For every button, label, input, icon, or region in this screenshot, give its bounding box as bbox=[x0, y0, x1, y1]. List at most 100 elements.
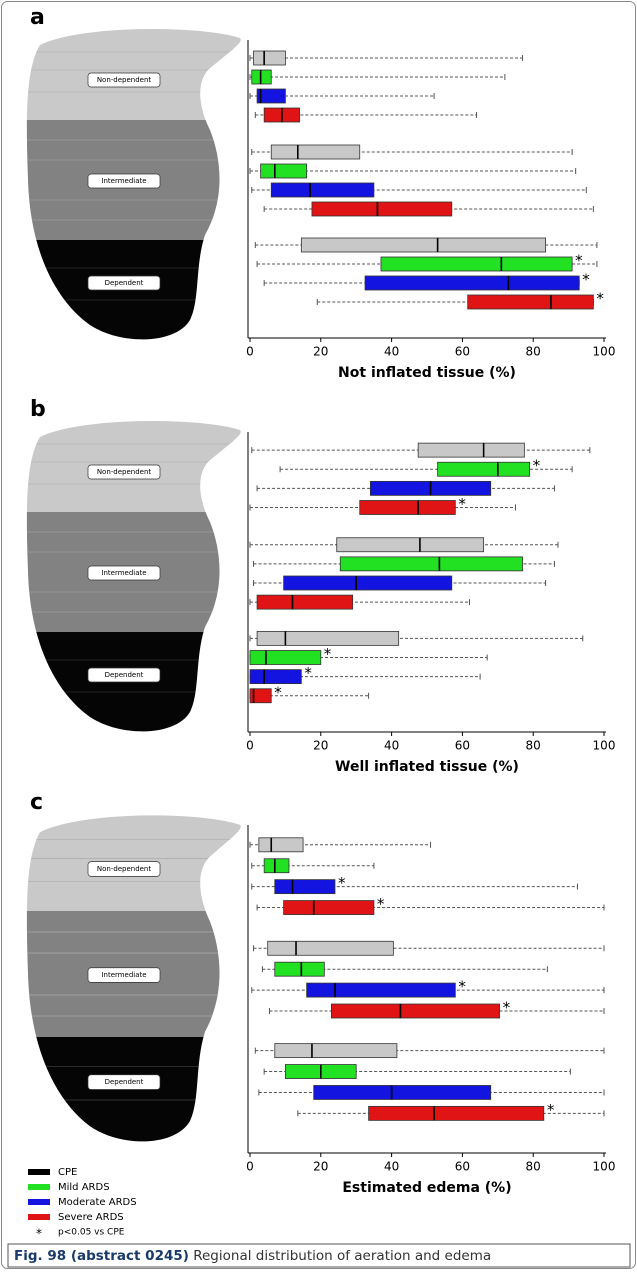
region-tag bbox=[87, 72, 161, 88]
box bbox=[368, 1105, 545, 1121]
panel-label: b bbox=[30, 397, 46, 422]
box bbox=[283, 900, 375, 915]
box bbox=[313, 1085, 492, 1100]
x-tick-label: 80 bbox=[526, 739, 541, 753]
sig-marker: * bbox=[324, 645, 332, 663]
x-tick-label: 60 bbox=[455, 1160, 470, 1174]
box bbox=[300, 237, 546, 253]
panel-label: c bbox=[30, 790, 43, 815]
box bbox=[283, 575, 453, 591]
box bbox=[336, 537, 485, 553]
legend-swatch bbox=[28, 1214, 50, 1220]
box bbox=[437, 461, 531, 477]
x-tick-label: 20 bbox=[313, 1160, 328, 1174]
lung-band bbox=[26, 632, 241, 732]
lung: Non-dependent Intermediate Dependent bbox=[26, 815, 241, 1142]
x-tick-label: 100 bbox=[593, 739, 616, 753]
box bbox=[380, 256, 573, 272]
legend-label: Severe ARDS bbox=[58, 1212, 124, 1223]
region-label: Dependent bbox=[105, 279, 144, 287]
box bbox=[260, 163, 308, 179]
box bbox=[256, 88, 286, 104]
sig-marker: * bbox=[547, 1101, 555, 1119]
box bbox=[274, 961, 325, 977]
region-tag bbox=[87, 565, 161, 581]
box bbox=[270, 182, 375, 198]
box bbox=[249, 688, 272, 704]
legend-label: CPE bbox=[58, 1167, 77, 1178]
panel-label: a bbox=[30, 5, 45, 30]
box bbox=[274, 879, 336, 895]
legend-label: p<0.05 vs CPE bbox=[58, 1228, 125, 1238]
lung-band bbox=[26, 1037, 241, 1142]
lung: Non-dependent Intermediate Dependent bbox=[26, 28, 241, 340]
region-label: Dependent bbox=[105, 671, 144, 679]
caption: Fig. 98 (abstract 0245) Regional distrib… bbox=[14, 1248, 491, 1264]
sig-marker: * bbox=[274, 683, 282, 701]
region-label: Non-dependent bbox=[97, 76, 152, 84]
caption-label: Fig. 98 (abstract 0245) bbox=[14, 1248, 189, 1264]
region-tag bbox=[87, 861, 161, 877]
box bbox=[249, 669, 302, 685]
x-tick-label: 0 bbox=[246, 345, 254, 359]
box bbox=[253, 50, 286, 66]
x-tick-label: 40 bbox=[384, 345, 399, 359]
sig-marker: * bbox=[338, 874, 346, 892]
x-tick-label: 60 bbox=[455, 345, 470, 359]
legend-swatch bbox=[28, 1169, 50, 1175]
sig-marker: * bbox=[304, 664, 312, 682]
box bbox=[306, 982, 456, 998]
sig-marker: * bbox=[503, 999, 511, 1017]
box bbox=[417, 442, 525, 458]
sig-marker: * bbox=[582, 271, 590, 289]
caption-text: Regional distribution of aeration and ed… bbox=[189, 1248, 491, 1264]
x-tick-label: 0 bbox=[246, 739, 254, 753]
legend-marker: * bbox=[36, 1227, 42, 1241]
sig-marker: * bbox=[575, 252, 583, 270]
box bbox=[311, 201, 453, 217]
box bbox=[263, 858, 290, 874]
x-tick-label: 80 bbox=[526, 345, 541, 359]
x-axis-label: Estimated edema (%) bbox=[342, 1180, 511, 1196]
x-tick-label: 80 bbox=[526, 1160, 541, 1174]
region-tag bbox=[87, 667, 161, 683]
box bbox=[256, 630, 400, 646]
box bbox=[270, 144, 361, 160]
box bbox=[258, 837, 304, 853]
sig-marker: * bbox=[377, 895, 385, 913]
x-axis-label: Not inflated tissue (%) bbox=[338, 365, 516, 381]
region-label: Intermediate bbox=[101, 970, 147, 979]
box bbox=[256, 594, 354, 610]
region-label: Non-dependent bbox=[97, 864, 151, 873]
x-tick-label: 40 bbox=[384, 739, 399, 753]
box bbox=[251, 69, 272, 85]
box bbox=[364, 275, 580, 291]
region-tag bbox=[87, 464, 161, 480]
x-axis-label: Well inflated tissue (%) bbox=[335, 759, 519, 775]
x-tick-label: 20 bbox=[313, 739, 328, 753]
legend-label: Moderate ARDS bbox=[58, 1197, 137, 1208]
lung: Non-dependent Intermediate Dependent bbox=[26, 420, 241, 732]
box bbox=[359, 500, 456, 515]
box bbox=[267, 940, 394, 956]
box bbox=[467, 294, 594, 310]
legend-label: Mild ARDS bbox=[58, 1182, 110, 1193]
region-label: Dependent bbox=[105, 1077, 144, 1086]
lung-band bbox=[26, 240, 241, 340]
box bbox=[249, 650, 322, 665]
region-label: Non-dependent bbox=[97, 468, 152, 476]
sig-marker: * bbox=[533, 457, 541, 475]
region-tag bbox=[87, 1074, 161, 1090]
legend-swatch bbox=[28, 1199, 50, 1205]
region-tag bbox=[87, 275, 161, 291]
x-tick-label: 60 bbox=[455, 739, 470, 753]
sig-marker: * bbox=[596, 290, 604, 308]
region-tag bbox=[87, 173, 161, 189]
sig-marker: * bbox=[458, 495, 466, 513]
caption-box bbox=[7, 1243, 631, 1268]
box bbox=[274, 1043, 398, 1059]
x-tick-label: 20 bbox=[313, 345, 328, 359]
x-tick-label: 0 bbox=[246, 1160, 254, 1174]
